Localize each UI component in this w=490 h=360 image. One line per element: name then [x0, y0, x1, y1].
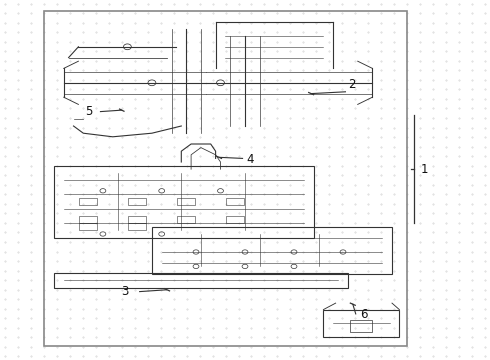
Bar	[177, 198, 195, 205]
Bar	[350, 320, 372, 332]
Text: 5: 5	[85, 105, 92, 118]
Bar	[44, 11, 407, 346]
Bar	[128, 223, 146, 230]
Text: 2: 2	[348, 78, 355, 91]
Text: 6: 6	[360, 309, 367, 321]
Text: 3: 3	[121, 285, 128, 298]
Bar	[226, 216, 244, 223]
Bar	[177, 216, 195, 223]
Bar	[79, 198, 97, 205]
Bar	[323, 310, 399, 337]
Bar	[79, 223, 97, 230]
Bar	[54, 273, 348, 288]
Bar	[128, 216, 146, 223]
Bar	[79, 216, 97, 223]
Bar	[226, 198, 244, 205]
Text: 4: 4	[246, 153, 254, 166]
Bar	[152, 227, 392, 274]
Bar	[128, 198, 146, 205]
Text: 1: 1	[420, 163, 428, 176]
Bar	[54, 166, 314, 238]
